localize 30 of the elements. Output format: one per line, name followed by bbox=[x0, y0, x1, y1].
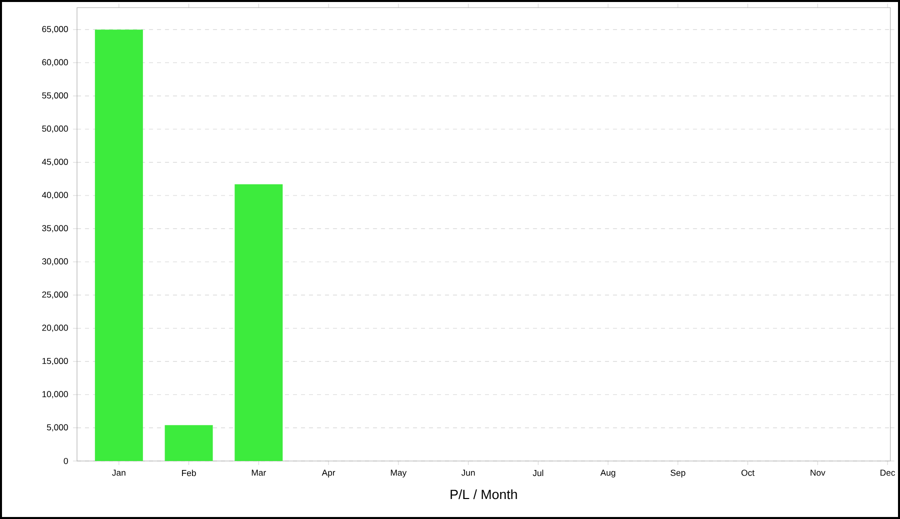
y-tick-label: 60,000 bbox=[42, 59, 68, 66]
y-tick-label: 30,000 bbox=[42, 258, 68, 266]
y-tick-label: 10,000 bbox=[42, 391, 68, 398]
y-tick-label: 5,000 bbox=[46, 424, 68, 432]
x-tick-label: Nov bbox=[810, 470, 826, 476]
x-tick-label: Aug bbox=[600, 470, 616, 478]
y-tick-label: 35,000 bbox=[42, 225, 68, 232]
y-tick-label: 0 bbox=[64, 458, 68, 464]
bar bbox=[94, 30, 143, 461]
x-tick-label: Dec bbox=[880, 470, 896, 476]
x-tick-label: May bbox=[390, 470, 407, 478]
y-tick-label: 40,000 bbox=[42, 192, 68, 200]
bar bbox=[234, 184, 283, 461]
y-tick-label: 65,000 bbox=[42, 26, 68, 34]
y-tick-label: 45,000 bbox=[42, 158, 68, 166]
x-tick-label: Jan bbox=[112, 470, 126, 476]
y-tick-label: 20,000 bbox=[42, 324, 68, 332]
x-tick-label: Oct bbox=[741, 470, 754, 476]
y-tick-label: 50,000 bbox=[42, 126, 68, 133]
x-tick-label: Mar bbox=[252, 470, 266, 476]
x-tick-label: Jul bbox=[532, 470, 544, 476]
x-tick-label: Jun bbox=[461, 470, 475, 476]
x-axis-title: P/L / Month bbox=[450, 489, 517, 500]
x-tick-label: Sep bbox=[670, 470, 686, 478]
y-tick-label: 55,000 bbox=[42, 92, 68, 100]
x-tick-label: Feb bbox=[182, 470, 196, 476]
bar bbox=[164, 425, 213, 461]
x-tick-label: Apr bbox=[322, 470, 336, 478]
y-tick-label: 15,000 bbox=[42, 358, 68, 366]
y-tick-label: 25,000 bbox=[42, 291, 68, 299]
